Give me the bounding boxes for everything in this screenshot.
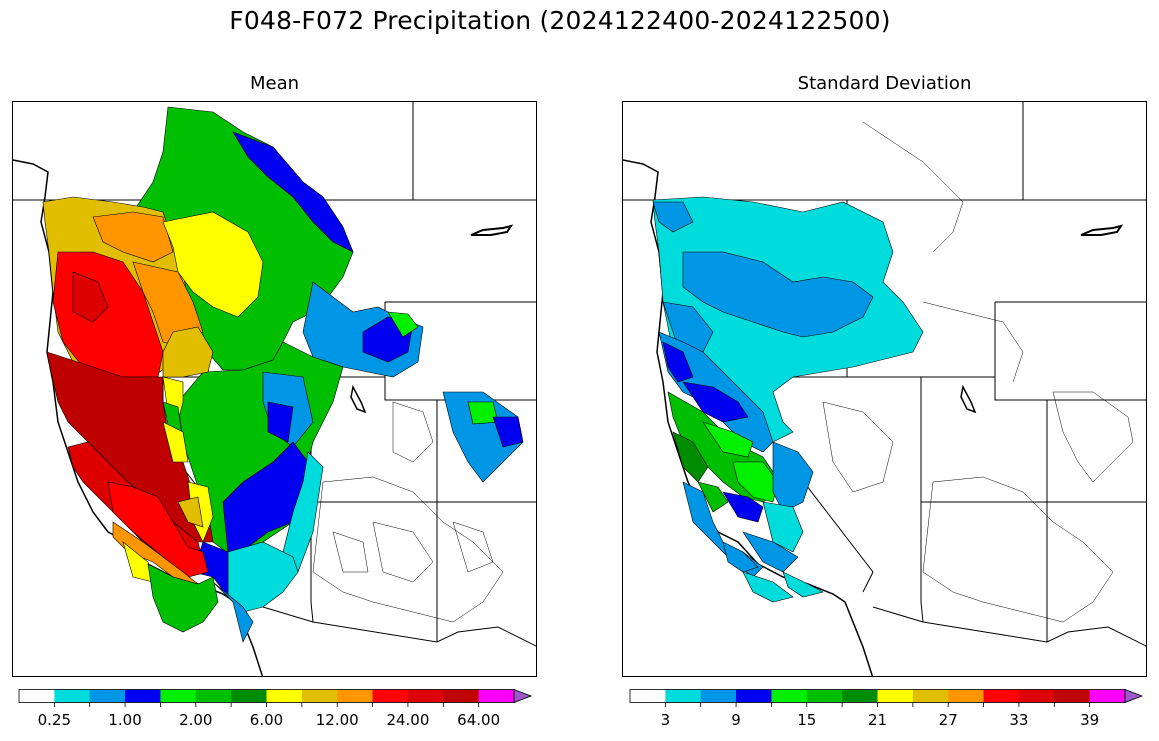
mean-colorbar-swatch	[301, 689, 338, 703]
mean-colorbar	[18, 688, 533, 717]
mean-colorbar-swatch	[266, 689, 303, 703]
stddev-colorbar-swatch	[1054, 689, 1091, 703]
stddev-colorbar-swatch	[1018, 689, 1055, 703]
stddev-panel-title: Standard Deviation	[797, 73, 972, 94]
stddev-colorbar-swatch	[806, 689, 843, 703]
mean-colorbar-extension	[513, 688, 533, 704]
stddev-colorbar	[629, 688, 1144, 717]
mean-colorbar-tick-label: 1.00	[108, 711, 142, 729]
stddev-colorbar-tick-label: 39	[1080, 711, 1100, 729]
mean-colorbar-tick-label: 0.25	[37, 711, 72, 729]
mean-colorbar-tick-label: 6.00	[249, 711, 284, 729]
stddev-colorbar-tick-label: 15	[797, 711, 817, 729]
mean-colorbar-tick-label: 24.00	[386, 711, 430, 729]
stddev-colorbar-swatch	[877, 689, 914, 703]
stddev-colorbar-tick-label: 3	[660, 711, 671, 729]
mean-colorbar-tick-label: 12.00	[315, 711, 359, 729]
stddev-colorbar-swatch	[700, 689, 737, 703]
figure-title: F048-F072 Precipitation (2024122400-2024…	[229, 6, 891, 35]
stddev-colorbar-swatch	[983, 689, 1020, 703]
stddev-colorbar-labels: 3 9 15 21 27 33 39	[630, 711, 1142, 731]
mean-colorbar-swatch	[337, 689, 374, 703]
mean-colorbar-swatch	[372, 689, 409, 703]
stddev-colorbar-swatch	[842, 689, 878, 703]
mean-colorbar-swatch	[89, 689, 126, 703]
mean-colorbar-swatch	[407, 689, 444, 703]
mean-panel-title: Mean	[249, 73, 300, 94]
stddev-colorbar-tick-label: 33	[1009, 711, 1029, 729]
mean-colorbar-swatch	[478, 689, 515, 703]
stddev-colorbar-tick-label: 21	[867, 711, 888, 729]
stddev-colorbar-swatch	[630, 689, 666, 703]
stddev-colorbar-tick-label: 27	[938, 711, 958, 729]
stddev-colorbar-swatch	[912, 689, 949, 703]
mean-colorbar-swatch	[54, 689, 91, 703]
mean-colorbar-swatch	[195, 689, 232, 703]
stddev-colorbar-swatch	[948, 689, 985, 703]
mean-colorbar-swatch	[231, 689, 267, 703]
mean-colorbar-tick-label: 64.00	[457, 711, 501, 729]
mean-colorbar-swatch	[443, 689, 480, 703]
stddev-colorbar-swatch	[1089, 689, 1126, 703]
mean-colorbar-swatch	[125, 689, 161, 703]
mean-colorbar-swatch	[160, 689, 197, 703]
stddev-colorbar-tick-label: 9	[731, 711, 741, 729]
stddev-colorbar-swatch	[736, 689, 772, 703]
mean-colorbar-tick-label: 2.00	[179, 711, 213, 729]
stddev-colorbar-swatch	[771, 689, 808, 703]
stddev-map	[622, 101, 1147, 677]
stddev-colorbar-swatch	[665, 689, 702, 703]
mean-colorbar-swatch	[19, 689, 55, 703]
stddev-colorbar-extension	[1124, 688, 1144, 704]
mean-map	[12, 101, 537, 677]
mean-colorbar-labels: 0.25 1.00 2.00 6.00 12.00 24.00 64.00	[19, 711, 531, 731]
